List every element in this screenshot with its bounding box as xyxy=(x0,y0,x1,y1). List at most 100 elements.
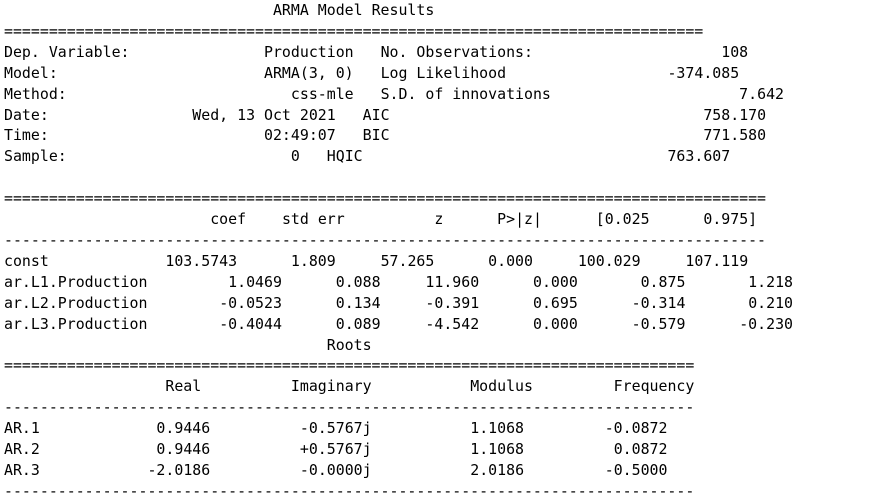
table-cell: 1.809 xyxy=(290,251,336,270)
table-cell: -0.579 xyxy=(631,314,686,333)
row-name: ar.L2.Production xyxy=(4,293,148,312)
row-label: Date: xyxy=(4,105,49,124)
table-cell: 0.875 xyxy=(640,272,686,291)
model-info-row: Dep. Variable: Production No. Observatio… xyxy=(4,42,793,63)
column-header: z xyxy=(434,210,444,229)
row-name: const xyxy=(4,251,49,270)
table-cell: 100.029 xyxy=(577,251,641,270)
row-value: css-mle xyxy=(290,84,354,103)
column-header: Frequency xyxy=(613,377,695,396)
row-value: 771.580 xyxy=(703,126,767,145)
table-row: ar.L1.Production 1.0469 0.088 11.960 0.0… xyxy=(4,272,793,293)
row-name: AR.2 xyxy=(4,440,40,459)
row-label: No. Observations: xyxy=(380,42,533,61)
row-name: ar.L3.Production xyxy=(4,314,148,333)
row-value: 0 xyxy=(290,147,300,166)
table-row: AR.1 0.9446 -0.5767j 1.1068 -0.0872 xyxy=(4,418,793,439)
table-cell: -0.0000j xyxy=(299,460,372,479)
row-label: Sample: xyxy=(4,147,67,166)
roots-title-text: Roots xyxy=(326,335,372,354)
arma-results-summary: ARMA Model Results ======================… xyxy=(4,0,793,502)
summary-title-text: ARMA Model Results xyxy=(272,1,435,19)
table-cell: 0.000 xyxy=(488,251,533,270)
model-info-row: Sample: 0 HQIC 763.607 xyxy=(4,146,793,167)
summary-title: ARMA Model Results xyxy=(4,0,793,21)
roots-table-rule: ----------------------------------------… xyxy=(4,481,695,500)
row-value: -374.085 xyxy=(667,63,740,82)
table-cell: 57.265 xyxy=(380,251,435,270)
table-cell: 0.134 xyxy=(335,293,381,312)
table-cell: -0.5767j xyxy=(299,419,372,438)
row-value: 02:49:07 xyxy=(264,126,336,145)
table-cell: 0.210 xyxy=(748,293,794,312)
table-cell: 2.0186 xyxy=(470,460,525,479)
table-cell: 0.000 xyxy=(532,272,578,291)
row-value: Wed, 13 Oct 2021 xyxy=(192,105,336,124)
model-info-row: Date: Wed, 13 Oct 2021 AIC 758.170 xyxy=(4,105,793,126)
column-header: 0.975] xyxy=(703,210,758,229)
blank-line xyxy=(4,167,793,188)
row-label: Log Likelihood xyxy=(380,63,507,82)
table-row: const 103.5743 1.809 57.265 0.000 100.02… xyxy=(4,251,793,272)
table-cell: 0.000 xyxy=(533,314,578,333)
table-cell: 0.695 xyxy=(533,293,578,312)
table-cell: 107.119 xyxy=(685,251,749,270)
row-value: 7.642 xyxy=(739,84,784,103)
table-cell: 0.9446 xyxy=(156,440,211,459)
table-cell: -0.230 xyxy=(739,314,794,333)
table-cell: -0.5000 xyxy=(604,460,668,479)
roots-title: Roots xyxy=(4,335,793,356)
table-cell: -4.542 xyxy=(425,314,480,333)
column-header: std err xyxy=(281,210,345,229)
table-cell: +0.5767j xyxy=(299,440,372,459)
row-value: 758.170 xyxy=(703,105,767,124)
column-header: Modulus xyxy=(470,377,533,396)
table-cell: 1.1068 xyxy=(470,419,525,438)
row-label: Time: xyxy=(4,126,49,145)
table-cell: 0.9446 xyxy=(156,419,211,438)
table-row: ar.L2.Production -0.0523 0.134 -0.391 0.… xyxy=(4,293,793,314)
row-label: HQIC xyxy=(326,147,363,166)
coef-table-separator: ========================================… xyxy=(4,189,767,208)
table-cell: 1.1068 xyxy=(470,440,525,459)
coef-table-header: coef std err z P>|z| [0.025 0.975] xyxy=(4,209,793,230)
row-name: AR.3 xyxy=(4,460,40,479)
table-row: ar.L3.Production -0.4044 0.089 -4.542 0.… xyxy=(4,314,793,335)
row-label: S.D. of innovations xyxy=(380,84,551,103)
row-label: Dep. Variable: xyxy=(4,42,130,61)
table-cell: -0.314 xyxy=(631,293,686,312)
row-label: Model: xyxy=(4,63,58,82)
table-cell: 1.0469 xyxy=(228,272,282,291)
column-header: P>|z| xyxy=(497,210,542,229)
table-cell: 0.0872 xyxy=(613,440,668,459)
column-header: Real xyxy=(165,377,202,396)
model-info-row: Method: css-mle S.D. of innovations 7.64… xyxy=(4,84,793,105)
row-value: 763.607 xyxy=(667,147,731,166)
table-cell: 0.089 xyxy=(335,314,381,333)
table-cell: 1.218 xyxy=(748,272,793,291)
table-row: AR.3 -2.0186 -0.0000j 2.0186 -0.5000 xyxy=(4,460,793,481)
model-info-row: Time: 02:49:07 BIC 771.580 xyxy=(4,125,793,146)
table-cell: 103.5743 xyxy=(165,251,238,270)
model-info-row: Model: ARMA(3, 0) Log Likelihood -374.08… xyxy=(4,63,793,84)
header-separator: ========================================… xyxy=(4,21,704,40)
row-label: BIC xyxy=(362,126,390,145)
roots-table-rule: ----------------------------------------… xyxy=(4,398,695,417)
table-row: AR.2 0.9446 +0.5767j 1.1068 0.0872 xyxy=(4,439,793,460)
row-label: AIC xyxy=(362,105,390,124)
roots-table-header: Real Imaginary Modulus Frequency xyxy=(4,376,793,397)
column-header: coef xyxy=(210,210,247,229)
coef-table-rule: ----------------------------------------… xyxy=(4,230,767,249)
column-header: [0.025 xyxy=(595,210,650,229)
table-cell: -0.391 xyxy=(425,293,480,312)
column-header: Imaginary xyxy=(290,377,372,396)
row-name: AR.1 xyxy=(4,419,40,438)
table-cell: 11.960 xyxy=(425,272,480,291)
row-value: Production xyxy=(264,42,354,61)
row-name: ar.L1.Production xyxy=(4,272,148,291)
table-cell: 0.088 xyxy=(335,272,381,291)
table-cell: -0.0872 xyxy=(604,419,668,438)
table-cell: -0.0523 xyxy=(219,293,282,312)
roots-table-separator: ========================================… xyxy=(4,356,695,375)
table-cell: -0.4044 xyxy=(219,314,282,333)
